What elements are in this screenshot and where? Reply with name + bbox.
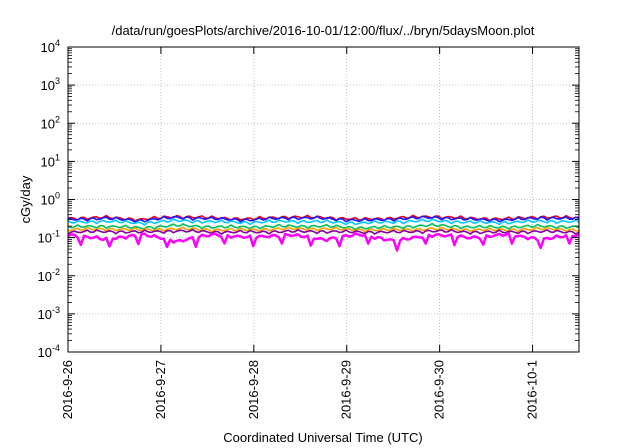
y-tick-label: 103 bbox=[41, 76, 60, 93]
series-line bbox=[67, 228, 580, 235]
y-tick-label: 100 bbox=[41, 191, 60, 208]
series-line bbox=[67, 226, 580, 233]
x-tick-label: 2016-9-26 bbox=[60, 360, 75, 419]
y-tick-label: 102 bbox=[41, 114, 60, 131]
y-tick-label: 10-4 bbox=[38, 343, 60, 360]
series-line bbox=[67, 222, 580, 231]
x-tick-label: 2016-10-1 bbox=[525, 360, 540, 419]
y-tick-label: 101 bbox=[41, 152, 60, 169]
y-tick-label: 10-3 bbox=[38, 305, 60, 322]
series-line bbox=[67, 215, 580, 223]
axis-ticks: 10-4 10-3 10-2 10-1 100 101 102 103 104 2016-9-26… bbox=[38, 38, 579, 419]
y-tick-label: 10-2 bbox=[38, 267, 60, 284]
series-line bbox=[67, 218, 580, 226]
y-tick-label: 104 bbox=[41, 38, 60, 55]
grid bbox=[68, 47, 579, 352]
y-tick-label: 10-1 bbox=[38, 229, 60, 246]
x-tick-label: 2016-9-28 bbox=[246, 360, 261, 419]
x-tick-label: 2016-9-29 bbox=[339, 360, 354, 419]
series-line bbox=[67, 231, 580, 252]
x-tick-label: 2016-9-27 bbox=[153, 360, 168, 419]
chart-title: /data/run/goesPlots/archive/2016-10-01/1… bbox=[112, 23, 535, 38]
x-tick-label: 2016-9-30 bbox=[432, 360, 447, 419]
series-layer bbox=[67, 214, 580, 252]
y-axis-label: cGy/day bbox=[18, 175, 33, 223]
x-axis-label: Coordinated Universal Time (UTC) bbox=[223, 430, 422, 445]
